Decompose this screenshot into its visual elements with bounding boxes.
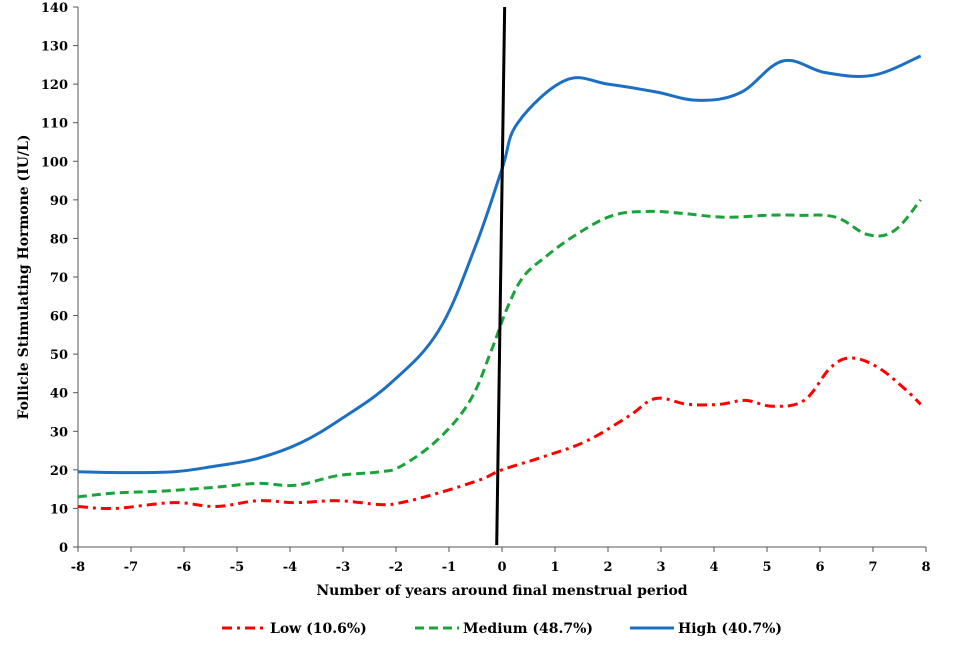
- y-tick-label: 10: [50, 502, 68, 517]
- series-line-1: [77, 356, 922, 511]
- final-menstrual-period-line: [495, 6, 507, 546]
- y-tick-label: 70: [50, 271, 68, 286]
- x-tick-label: 4: [709, 560, 718, 575]
- y-tick-label: 100: [41, 155, 68, 170]
- series-layer: [77, 54, 922, 511]
- y-tick-label: 90: [50, 194, 68, 209]
- y-tick-label: 80: [50, 232, 68, 247]
- x-tick-label: -5: [230, 560, 244, 575]
- y-tick-label: 40: [50, 387, 68, 402]
- x-ticks: -8 -7 -6 -5 -4 -3 -2 -1 0 1 2 3 4 5 6 7 8: [71, 547, 931, 575]
- x-tick-label: 5: [762, 560, 771, 575]
- x-tick-label: -1: [442, 560, 456, 575]
- x-tick-label: -4: [283, 560, 297, 575]
- y-ticks: 0 10 20 30 40 50 60 70 80 90 100 110 120 130 140: [41, 1, 78, 556]
- y-tick-label: 110: [41, 117, 68, 132]
- series-line-2: [77, 198, 922, 499]
- y-tick-label: 140: [41, 1, 68, 16]
- y-tick-label: 120: [41, 78, 68, 93]
- x-tick-label: 2: [603, 560, 612, 575]
- y-tick-label: 130: [41, 40, 68, 55]
- annotation-layer: [495, 6, 507, 546]
- legend-label-2: Medium (48.7%): [463, 621, 593, 637]
- x-tick-label: 8: [921, 560, 930, 575]
- y-axis-title: Follicle Stimulating Hormone (IU/L): [16, 134, 32, 419]
- series-line-3: [77, 54, 922, 475]
- x-tick-label: -8: [71, 560, 85, 575]
- x-axis-title: Number of years around final menstrual p…: [316, 583, 687, 599]
- x-tick-label: 7: [868, 560, 877, 575]
- y-tick-label: 30: [50, 425, 68, 440]
- x-tick-label: -7: [124, 560, 138, 575]
- x-tick-label: -2: [389, 560, 403, 575]
- x-tick-label: 1: [550, 560, 559, 575]
- x-tick-label: 6: [815, 560, 824, 575]
- legend: Low (10.6%) Medium (48.7%) High (40.7%): [222, 621, 782, 637]
- x-tick-label: 3: [656, 560, 665, 575]
- legend-label-1: Low (10.6%): [270, 621, 367, 637]
- x-tick-label: -3: [336, 560, 350, 575]
- x-tick-label: -6: [177, 560, 191, 575]
- y-tick-label: 50: [50, 348, 68, 363]
- y-tick-label: 60: [50, 310, 68, 325]
- y-tick-label: 20: [50, 464, 68, 479]
- legend-label-3: High (40.7%): [678, 621, 782, 637]
- x-tick-label: 0: [497, 560, 506, 575]
- y-tick-label: 0: [59, 541, 68, 556]
